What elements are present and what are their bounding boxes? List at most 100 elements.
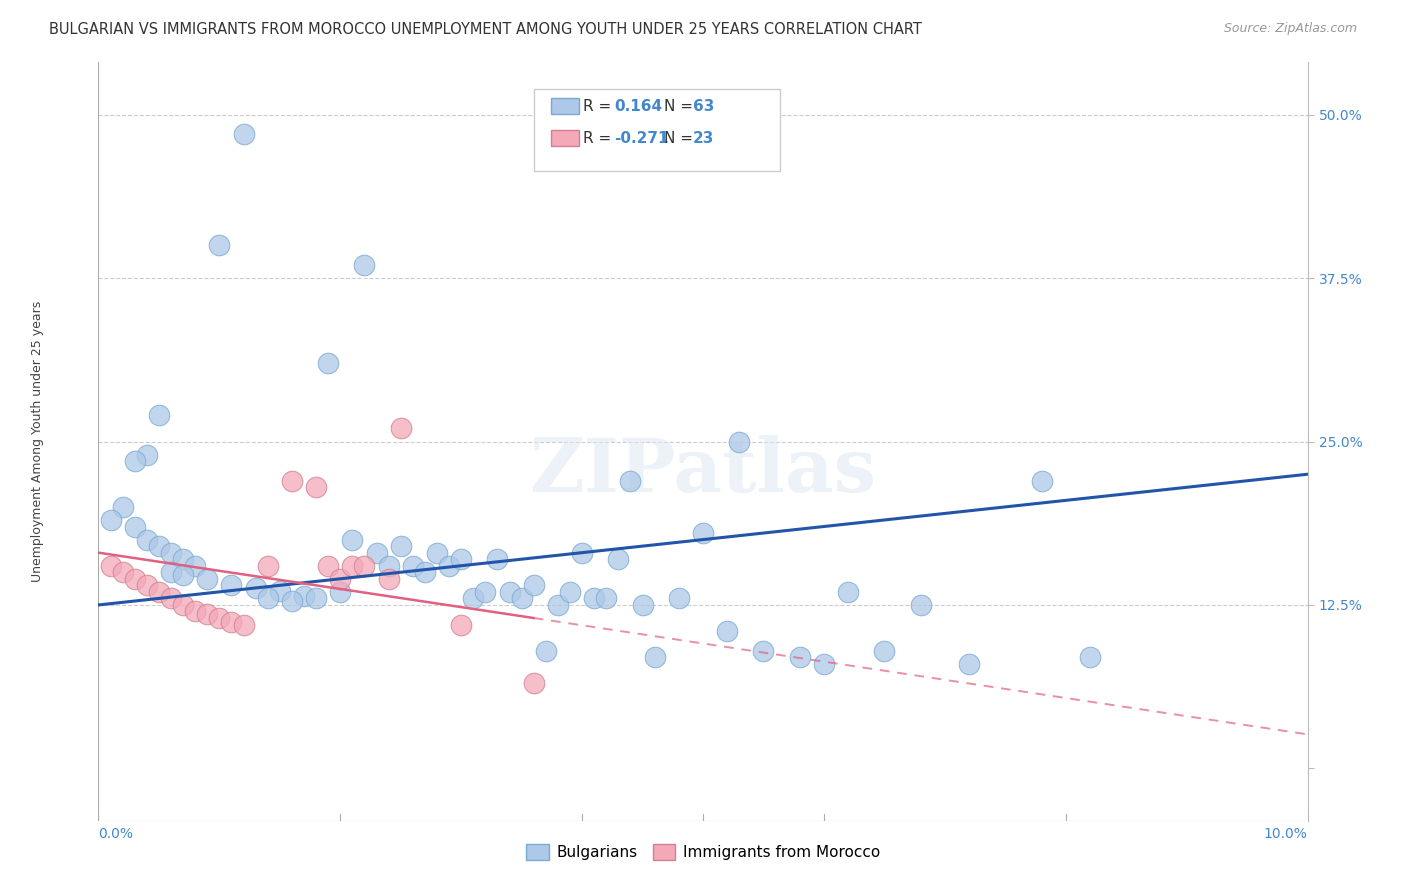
Point (957, 657, 980, 671)
Point (281, 594, 304, 608)
Text: R =: R = (583, 99, 617, 113)
Point (135, 578, 157, 592)
Point (124, 572, 146, 586)
Point (498, 585, 520, 599)
Point (342, 533, 364, 547)
Point (437, 558, 460, 573)
Point (426, 546, 449, 560)
Point (716, 624, 738, 639)
Point (160, 546, 183, 560)
Text: 63: 63 (693, 99, 714, 113)
Point (813, 657, 835, 671)
Point (148, 539, 170, 553)
Point (124, 519, 146, 533)
Point (389, 421, 412, 435)
Point (668, 591, 690, 606)
Point (728, 434, 751, 449)
Text: Unemployment Among Youth under 25 years: Unemployment Among Youth under 25 years (31, 301, 45, 582)
Point (111, 566, 134, 580)
Point (135, 533, 157, 547)
Point (366, 546, 388, 560)
Point (1031, 474, 1053, 488)
Point (450, 552, 472, 566)
Text: Source: ZipAtlas.com: Source: ZipAtlas.com (1223, 22, 1357, 36)
Point (523, 676, 546, 690)
Text: -0.271: -0.271 (614, 131, 669, 145)
Point (595, 591, 617, 606)
Point (111, 500, 134, 514)
Point (873, 643, 896, 657)
Point (100, 558, 122, 573)
Point (510, 591, 533, 606)
Text: 0.0%: 0.0% (98, 827, 134, 841)
Point (353, 558, 375, 573)
Point (692, 526, 714, 541)
Point (172, 552, 194, 566)
Point (124, 454, 146, 468)
Point (221, 578, 243, 592)
Point (644, 650, 666, 665)
Point (789, 650, 811, 665)
Point (353, 258, 375, 272)
Point (221, 615, 243, 629)
Text: R =: R = (583, 131, 617, 145)
Legend: Bulgarians, Immigrants from Morocco: Bulgarians, Immigrants from Morocco (519, 838, 887, 866)
Point (160, 566, 183, 580)
Point (281, 474, 304, 488)
Point (631, 598, 654, 612)
Text: N =: N = (664, 99, 697, 113)
Point (160, 591, 183, 606)
Point (463, 591, 485, 606)
Point (547, 598, 569, 612)
Point (329, 585, 352, 599)
Point (571, 546, 593, 560)
Point (184, 605, 207, 619)
Point (389, 539, 412, 553)
Point (342, 558, 364, 573)
Point (837, 585, 859, 599)
Point (195, 607, 218, 621)
Point (208, 611, 231, 625)
Point (377, 558, 399, 573)
Point (172, 598, 194, 612)
Point (208, 238, 231, 252)
Point (377, 572, 399, 586)
Point (752, 643, 775, 657)
Point (305, 591, 328, 606)
Text: N =: N = (664, 131, 697, 145)
Text: 10.0%: 10.0% (1264, 827, 1308, 841)
Point (172, 567, 194, 582)
Point (305, 480, 328, 494)
Point (232, 128, 254, 142)
Text: ZIPatlas: ZIPatlas (530, 435, 876, 508)
Point (195, 572, 218, 586)
Point (256, 558, 278, 573)
Point (148, 585, 170, 599)
Text: 0.164: 0.164 (614, 99, 662, 113)
Point (413, 566, 436, 580)
Point (474, 585, 496, 599)
Point (269, 583, 291, 598)
Point (1078, 650, 1101, 665)
Point (232, 617, 254, 632)
Point (184, 558, 207, 573)
Point (135, 448, 157, 462)
Point (100, 513, 122, 527)
Point (910, 598, 932, 612)
Point (523, 578, 546, 592)
Point (316, 356, 339, 370)
Point (292, 589, 315, 603)
Point (148, 409, 170, 423)
Text: BULGARIAN VS IMMIGRANTS FROM MOROCCO UNEMPLOYMENT AMONG YOUTH UNDER 25 YEARS COR: BULGARIAN VS IMMIGRANTS FROM MOROCCO UNE… (49, 22, 922, 37)
Point (619, 474, 641, 488)
Point (402, 558, 425, 573)
Point (558, 585, 581, 599)
Point (583, 591, 606, 606)
Point (486, 552, 509, 566)
Point (450, 617, 472, 632)
Point (245, 581, 267, 595)
Point (329, 572, 352, 586)
Point (607, 552, 630, 566)
Point (534, 643, 557, 657)
Point (256, 591, 278, 606)
